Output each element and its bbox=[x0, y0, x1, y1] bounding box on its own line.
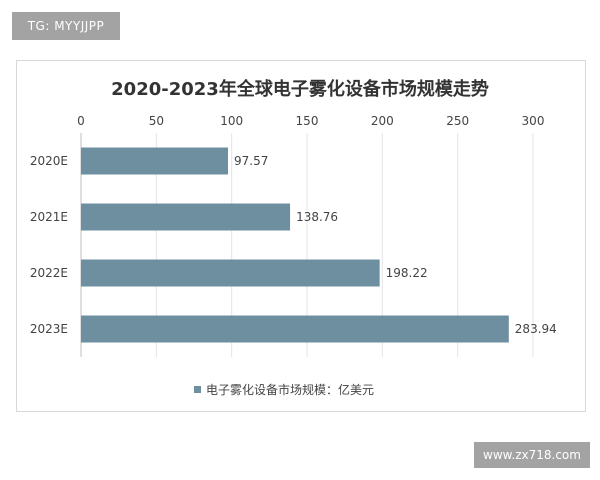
x-tick-label: 100 bbox=[220, 114, 243, 128]
legend-swatch bbox=[194, 386, 201, 393]
category-label: 2022E bbox=[30, 266, 68, 280]
watermark-top-left: TG: MYYJJPP bbox=[12, 12, 120, 40]
legend-label: 电子雾化设备市场规模：亿美元 bbox=[206, 382, 374, 397]
chart-frame bbox=[16, 60, 586, 412]
x-tick-label: 0 bbox=[77, 114, 85, 128]
bar-2023E bbox=[81, 315, 509, 343]
x-tick-label: 300 bbox=[522, 114, 545, 128]
legend: 电子雾化设备市场规模：亿美元 bbox=[194, 382, 374, 397]
bar-2020E bbox=[81, 147, 229, 175]
category-label: 2021E bbox=[30, 210, 68, 224]
x-tick-label: 50 bbox=[149, 114, 164, 128]
x-tick-label: 250 bbox=[446, 114, 469, 128]
category-label: 2023E bbox=[30, 322, 68, 336]
bar-2022E bbox=[81, 259, 380, 287]
x-axis-ticks: 0 50 100 150 200 250 300 bbox=[77, 114, 544, 128]
data-labels: 97.57 138.76 198.22 283.94 bbox=[234, 154, 557, 336]
watermark-bottom-right: www.zx718.com bbox=[474, 442, 590, 468]
data-label: 138.76 bbox=[296, 210, 338, 224]
category-label: 2020E bbox=[30, 154, 68, 168]
x-tick-label: 200 bbox=[371, 114, 394, 128]
data-label: 198.22 bbox=[386, 266, 428, 280]
chart-title: 2020-2023年全球电子雾化设备市场规模走势 bbox=[111, 78, 489, 100]
data-label: 97.57 bbox=[234, 154, 268, 168]
x-tick-label: 150 bbox=[296, 114, 319, 128]
category-labels: 2020E 2021E 2022E 2023E bbox=[30, 154, 68, 336]
bars bbox=[81, 147, 509, 343]
data-label: 283.94 bbox=[515, 322, 557, 336]
bar-2021E bbox=[81, 203, 291, 231]
